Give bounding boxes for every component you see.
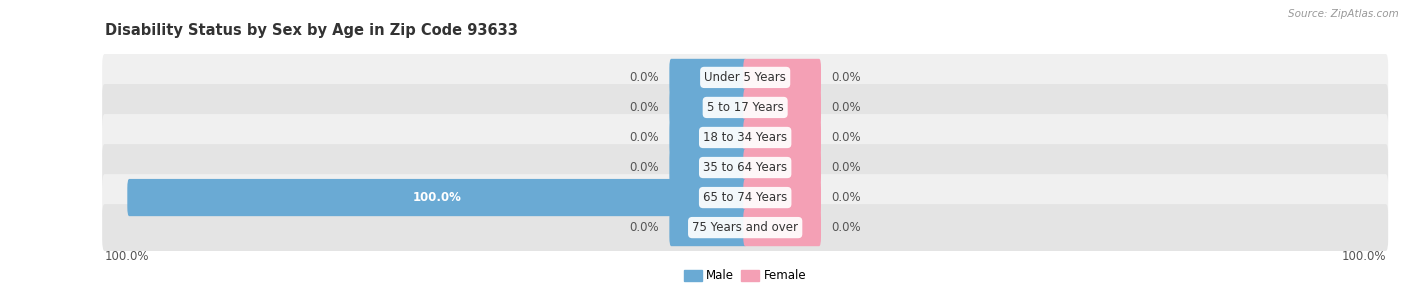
Text: 0.0%: 0.0% xyxy=(831,131,860,144)
Text: 100.0%: 100.0% xyxy=(104,250,149,263)
FancyBboxPatch shape xyxy=(103,174,1388,221)
FancyBboxPatch shape xyxy=(744,179,821,216)
Text: 0.0%: 0.0% xyxy=(630,71,659,84)
Text: Under 5 Years: Under 5 Years xyxy=(704,71,786,84)
Text: 0.0%: 0.0% xyxy=(630,221,659,234)
Text: 0.0%: 0.0% xyxy=(630,101,659,114)
Text: Disability Status by Sex by Age in Zip Code 93633: Disability Status by Sex by Age in Zip C… xyxy=(104,23,517,38)
Text: Source: ZipAtlas.com: Source: ZipAtlas.com xyxy=(1288,9,1399,19)
FancyBboxPatch shape xyxy=(669,119,747,156)
Text: 0.0%: 0.0% xyxy=(630,161,659,174)
Text: 35 to 64 Years: 35 to 64 Years xyxy=(703,161,787,174)
FancyBboxPatch shape xyxy=(669,59,747,96)
FancyBboxPatch shape xyxy=(103,114,1388,161)
FancyBboxPatch shape xyxy=(669,209,747,246)
FancyBboxPatch shape xyxy=(103,204,1388,251)
Text: 100.0%: 100.0% xyxy=(1341,250,1386,263)
Legend: Male, Female: Male, Female xyxy=(679,265,811,287)
Text: 0.0%: 0.0% xyxy=(831,161,860,174)
Text: 0.0%: 0.0% xyxy=(831,221,860,234)
Text: 0.0%: 0.0% xyxy=(831,101,860,114)
Text: 75 Years and over: 75 Years and over xyxy=(692,221,799,234)
Text: 5 to 17 Years: 5 to 17 Years xyxy=(707,101,783,114)
FancyBboxPatch shape xyxy=(744,209,821,246)
FancyBboxPatch shape xyxy=(103,144,1388,191)
Text: 18 to 34 Years: 18 to 34 Years xyxy=(703,131,787,144)
FancyBboxPatch shape xyxy=(669,89,747,126)
FancyBboxPatch shape xyxy=(103,84,1388,131)
Text: 0.0%: 0.0% xyxy=(831,191,860,204)
Text: 0.0%: 0.0% xyxy=(630,131,659,144)
Text: 0.0%: 0.0% xyxy=(831,71,860,84)
FancyBboxPatch shape xyxy=(669,149,747,186)
FancyBboxPatch shape xyxy=(128,179,747,216)
Text: 65 to 74 Years: 65 to 74 Years xyxy=(703,191,787,204)
FancyBboxPatch shape xyxy=(103,54,1388,101)
FancyBboxPatch shape xyxy=(744,59,821,96)
FancyBboxPatch shape xyxy=(744,89,821,126)
FancyBboxPatch shape xyxy=(744,149,821,186)
FancyBboxPatch shape xyxy=(744,119,821,156)
Text: 100.0%: 100.0% xyxy=(413,191,461,204)
